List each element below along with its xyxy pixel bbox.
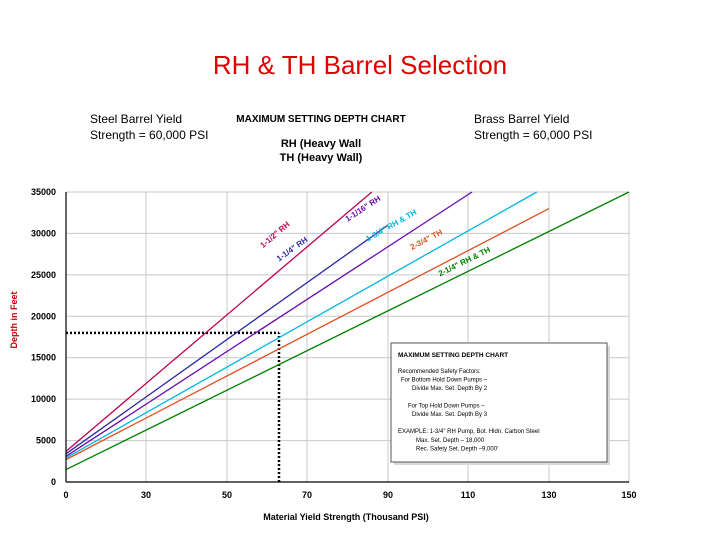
y-axis-title: Depth in Feet [9,291,19,348]
chart-title: MAXIMUM SETTING DEPTH CHART [236,114,405,125]
y-tick-label: 10000 [31,394,56,404]
inset-line: For Top Hold Down Pumps – [408,403,485,409]
slide-title: RH & TH Barrel Selection [212,50,508,80]
grid: 0 30 50 70 90 110 130 150 0 5000 10000 15000 20000 25… [31,187,637,500]
brass-note-line-1: Brass Barrel Yield [474,112,570,126]
x-axis-title: Material Yield Strength (Thousand PSI) [263,512,429,522]
series-line [65,191,538,459]
x-tick-label: 110 [461,490,476,500]
inset-frame [390,342,608,463]
series-line [65,207,550,461]
y-tick-label: 20000 [31,311,56,321]
inset-line: Divide Max. Set. Depth By 2 [412,386,488,392]
steel-barrel-note: Steel Barrel Yield Strength = 60,000 PSI [90,111,208,143]
x-tick-label: 30 [141,490,151,500]
series-lines [65,191,630,471]
inset-line: Recommended Safety Factors: [398,369,481,375]
axes [65,192,629,483]
y-tick-label: 25000 [31,270,56,280]
inset-line: Rec. Safety Set. Depth –9,000' [416,446,498,452]
brass-note-line-2: Strength = 60,000 PSI [474,128,593,142]
reference-lines [66,331,281,482]
y-tick-label: 35000 [31,187,56,197]
steel-note-line-1: Steel Barrel Yield [90,112,183,126]
steel-note-line-2: Strength = 60,000 PSI [90,128,209,142]
line-labels: 1-1/2" RH1-1/4" RH1-1/16" RH1-3/4" RH & … [259,194,492,278]
x-tick-label: 130 [541,490,556,500]
series-label: 1-1/16" RH [344,194,383,224]
series-label: 2-3/4" TH [409,228,444,252]
series-line [65,191,630,471]
series-line [65,224,389,455]
brass-barrel-note: Brass Barrel Yield Strength = 60,000 PSI [474,111,592,143]
inset-box: MAXIMUM SETTING DEPTH CHART Recommended S… [390,342,610,465]
inset-line: For Bottom Hold Down Pumps – [401,378,488,384]
x-tick-label: 90 [383,490,393,500]
inset-line: EXAMPLE: 1-3/4" RH Pump, Bot. Hldn. Carb… [398,429,540,435]
inset-line: Divide Max. Set. Depth By 3 [412,412,488,418]
series-line [65,191,473,457]
y-tick-label: 30000 [31,228,56,238]
series-label: 1-1/2" RH [259,220,292,250]
x-tick-label: 50 [222,490,232,500]
y-tick-label: 15000 [31,353,56,363]
x-tick-label: 0 [63,490,68,500]
x-tick-label: 150 [621,490,636,500]
inset-line: Max. Set. Depth – 18,000 [416,438,485,444]
chart-subtitle-line-1: RH (Heavy Wall [281,138,361,150]
y-tick-label: 0 [51,477,56,487]
chart-subtitle-line-2: TH (Heavy Wall) [280,152,363,164]
series-label: 1-3/4" RH & TH [364,208,418,244]
inset-title: MAXIMUM SETTING DEPTH CHART [398,352,508,359]
series-line [65,191,373,452]
y-tick-label: 5000 [36,436,56,446]
x-tick-label: 70 [302,490,312,500]
